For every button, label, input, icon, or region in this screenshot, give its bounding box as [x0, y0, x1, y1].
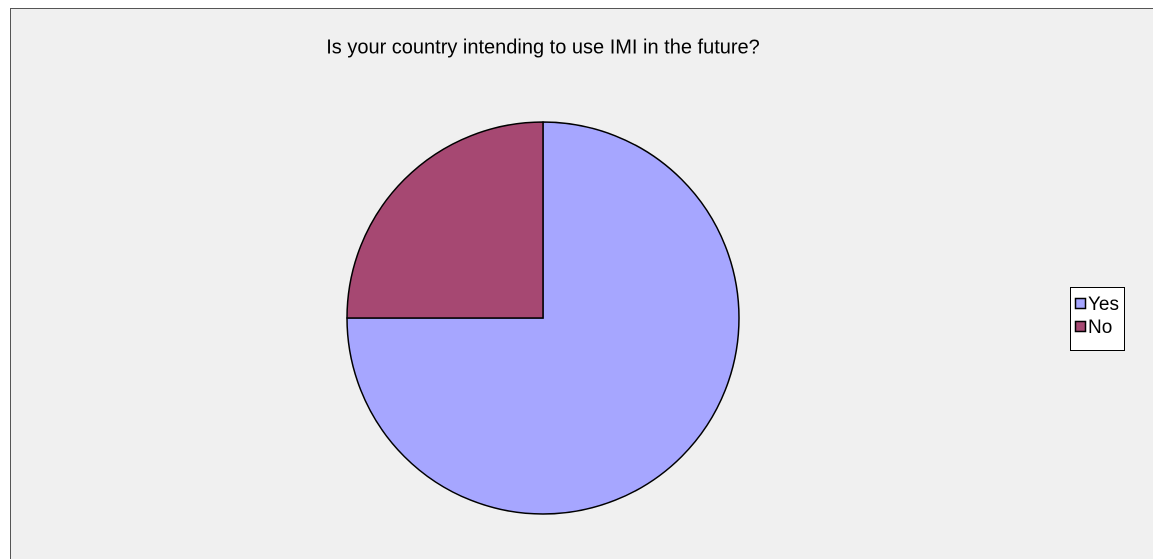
pie-slice	[346, 121, 544, 319]
legend-swatch	[1074, 297, 1087, 310]
legend-label: No	[1088, 317, 1112, 338]
legend-label: Yes	[1088, 294, 1119, 315]
legend-swatch	[1074, 320, 1087, 333]
chart-title: Is your country intending to use IMI in …	[326, 36, 760, 58]
pie-slice	[346, 121, 740, 515]
